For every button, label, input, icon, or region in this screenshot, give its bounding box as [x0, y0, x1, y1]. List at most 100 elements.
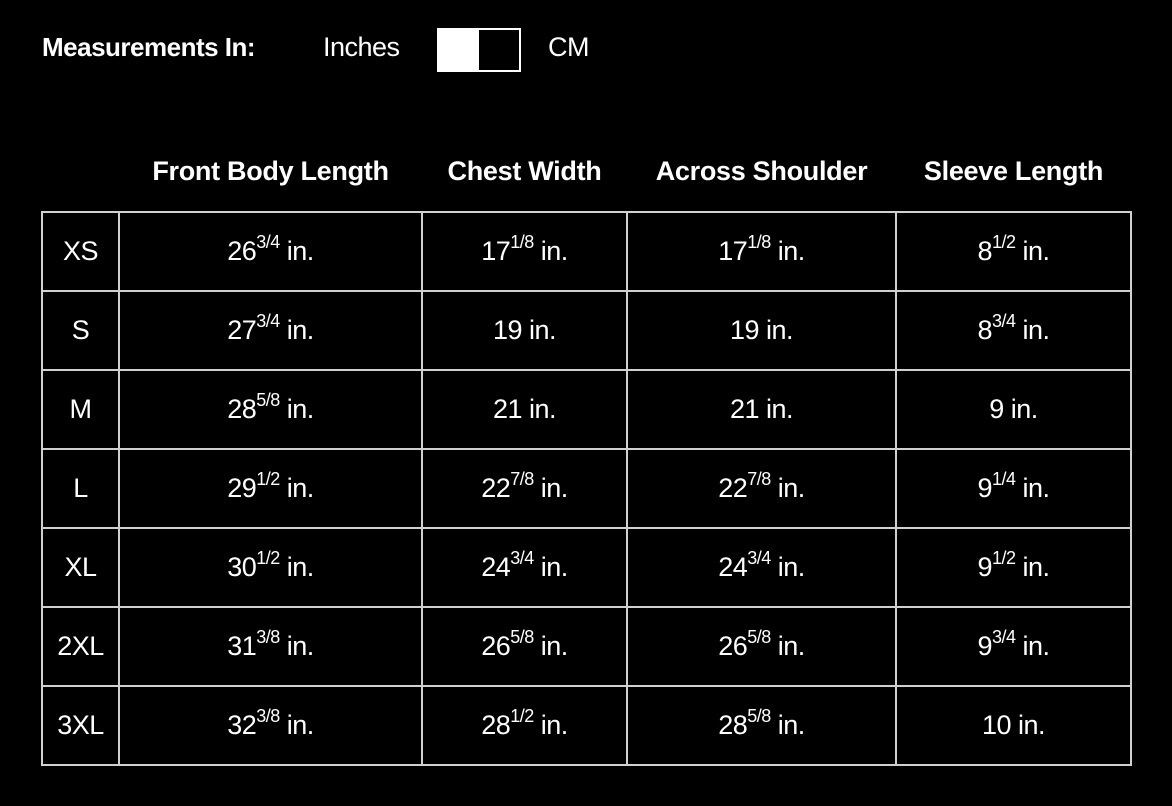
unit-label: in. — [529, 394, 557, 424]
whole-value: 9 — [977, 631, 992, 661]
column-header: Front Body Length — [152, 156, 389, 186]
measurement-cell: 291/2 in. — [118, 448, 423, 529]
whole-value: 28 — [481, 710, 511, 740]
fraction-value: 1/4 — [991, 469, 1016, 489]
unit-label: in. — [1022, 473, 1051, 503]
unit-label: in. — [1022, 631, 1051, 661]
measurement-cell: 227/8 in. — [421, 448, 628, 529]
measurement-cell: 263/4 in. — [118, 211, 423, 292]
fraction-value: 1/2 — [256, 548, 280, 568]
whole-value: 29 — [227, 473, 257, 503]
measurements-label: Measurements In: — [42, 32, 256, 62]
whole-value: 19 — [492, 315, 523, 345]
measurement-cell: 313/8 in. — [118, 606, 423, 687]
table-row: 3XL 323/8 in. 281/2 in. 285/8 in. 10 in. — [41, 685, 1132, 766]
fraction-value: 5/8 — [510, 627, 534, 647]
measurement-cell: 10 in. — [895, 685, 1132, 766]
whole-value: 17 — [481, 236, 511, 266]
table-row: 2XL 313/8 in. 265/8 in. 265/8 in. 93/4 in. — [41, 606, 1132, 687]
measurement-cell: 273/4 in. — [118, 290, 423, 371]
fraction-value: 5/8 — [747, 627, 771, 647]
table-row: M 285/8 in. 21 in. 21 in. 9 in. — [41, 369, 1132, 450]
fraction-value: 5/8 — [747, 706, 771, 726]
unit-toggle[interactable] — [437, 28, 521, 72]
cm-option[interactable]: CM — [548, 32, 590, 62]
whole-value: 17 — [718, 236, 748, 266]
table-row: XS 263/4 in. 171/8 in. 171/8 in. 81/2 in. — [41, 211, 1132, 292]
unit-label: in. — [286, 315, 315, 345]
fraction-value: 3/4 — [256, 232, 280, 252]
unit-label: in. — [540, 631, 569, 661]
measurement-cell: 227/8 in. — [626, 448, 897, 529]
fraction-value: 3/4 — [747, 548, 771, 568]
measurement-cell: 265/8 in. — [421, 606, 628, 687]
whole-value: 24 — [481, 552, 511, 582]
unit-label: in. — [1010, 394, 1039, 424]
unit-label: in. — [777, 236, 806, 266]
fraction-value: 3/8 — [256, 627, 280, 647]
measurement-cell: 323/8 in. — [118, 685, 423, 766]
measurement-cell: 285/8 in. — [118, 369, 423, 450]
measurement-cell: 281/2 in. — [421, 685, 628, 766]
whole-value: 8 — [977, 236, 992, 266]
whole-value: 32 — [227, 710, 257, 740]
size-cell: S — [41, 290, 120, 371]
fraction-value: 3/4 — [991, 627, 1016, 647]
size-cell: 3XL — [41, 685, 120, 766]
measurement-cell: 19 in. — [421, 290, 628, 371]
unit-label: in. — [286, 394, 315, 424]
unit-label: in. — [286, 710, 315, 740]
unit-label: in. — [777, 631, 806, 661]
unit-label: in. — [766, 394, 794, 424]
unit-label: in. — [777, 473, 806, 503]
whole-value: 31 — [227, 631, 257, 661]
unit-label: in. — [286, 631, 315, 661]
measurement-cell: 171/8 in. — [626, 211, 897, 292]
table-row: L 291/2 in. 227/8 in. 227/8 in. 91/4 in. — [41, 448, 1132, 529]
fraction-value: 7/8 — [510, 469, 534, 489]
unit-label: in. — [286, 236, 315, 266]
whole-value: 30 — [227, 552, 257, 582]
measurement-cell: 91/2 in. — [895, 527, 1132, 608]
whole-value: 21 — [492, 394, 523, 424]
measurement-cell: 93/4 in. — [895, 606, 1132, 687]
unit-label: in. — [777, 710, 806, 740]
measurement-cell: 243/4 in. — [421, 527, 628, 608]
unit-label: in. — [286, 552, 315, 582]
unit-label: in. — [777, 552, 806, 582]
whole-value: 9 — [977, 473, 992, 503]
measurement-cell: 21 in. — [626, 369, 897, 450]
measurement-cell: 285/8 in. — [626, 685, 897, 766]
whole-value: 28 — [227, 394, 257, 424]
column-header: Across Shoulder — [655, 156, 868, 186]
measurement-cell: 81/2 in. — [895, 211, 1132, 292]
unit-label: in. — [286, 473, 315, 503]
fraction-value: 5/8 — [256, 390, 280, 410]
fraction-value: 7/8 — [747, 469, 771, 489]
table-row: XL 301/2 in. 243/4 in. 243/4 in. 91/2 in. — [41, 527, 1132, 608]
fraction-value: 3/4 — [991, 311, 1016, 331]
whole-value: 19 — [729, 315, 760, 345]
whole-value: 26 — [481, 631, 511, 661]
size-cell: M — [41, 369, 120, 450]
column-header: Chest Width — [447, 156, 602, 186]
measurement-cell: 91/4 in. — [895, 448, 1132, 529]
fraction-value: 1/2 — [510, 706, 534, 726]
unit-label: in. — [540, 236, 569, 266]
unit-label: in. — [1018, 710, 1046, 740]
size-chart-table: XS 263/4 in. 171/8 in. 171/8 in. 81/2 in. S 27… — [41, 211, 1132, 766]
unit-label: in. — [1022, 236, 1051, 266]
unit-label: in. — [766, 315, 794, 345]
inches-option[interactable]: Inches — [323, 32, 400, 62]
whole-value: 10 — [981, 710, 1012, 740]
measurement-cell: 9 in. — [895, 369, 1132, 450]
size-cell: 2XL — [41, 606, 120, 687]
whole-value: 27 — [227, 315, 257, 345]
measurement-cell: 19 in. — [626, 290, 897, 371]
unit-label: in. — [540, 552, 569, 582]
size-cell: XL — [41, 527, 120, 608]
table-row: S 273/4 in. 19 in. 19 in. 83/4 in. — [41, 290, 1132, 371]
whole-value: 22 — [718, 473, 748, 503]
whole-value: 9 — [977, 552, 992, 582]
column-header: Sleeve Length — [923, 156, 1104, 186]
